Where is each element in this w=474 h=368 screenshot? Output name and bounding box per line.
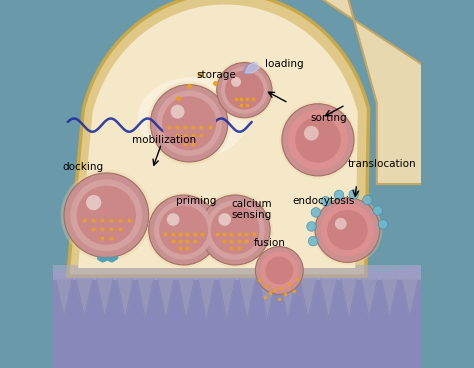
Polygon shape xyxy=(137,280,154,318)
Polygon shape xyxy=(402,280,418,317)
Circle shape xyxy=(321,197,330,206)
Circle shape xyxy=(167,213,180,226)
Circle shape xyxy=(260,251,299,290)
Polygon shape xyxy=(341,280,357,318)
Text: priming: priming xyxy=(176,195,217,206)
Circle shape xyxy=(335,218,346,230)
Circle shape xyxy=(363,195,372,205)
Text: sorting: sorting xyxy=(310,113,347,123)
Circle shape xyxy=(255,247,303,294)
Circle shape xyxy=(210,205,260,255)
Polygon shape xyxy=(56,280,72,317)
Circle shape xyxy=(304,126,319,141)
Circle shape xyxy=(307,222,316,231)
Text: docking: docking xyxy=(62,162,103,173)
Circle shape xyxy=(327,210,368,250)
Circle shape xyxy=(197,192,273,268)
Polygon shape xyxy=(259,280,275,319)
Circle shape xyxy=(311,208,321,217)
Polygon shape xyxy=(300,280,316,319)
Text: calcium
sensing: calcium sensing xyxy=(231,199,272,220)
Ellipse shape xyxy=(137,77,248,158)
Circle shape xyxy=(315,198,380,262)
Text: storage: storage xyxy=(197,70,236,81)
Circle shape xyxy=(295,117,341,163)
Polygon shape xyxy=(382,280,398,317)
Polygon shape xyxy=(318,0,425,184)
Polygon shape xyxy=(243,63,257,74)
Polygon shape xyxy=(49,265,425,280)
Polygon shape xyxy=(361,280,377,318)
Polygon shape xyxy=(68,0,369,276)
Circle shape xyxy=(146,192,221,268)
Circle shape xyxy=(279,101,356,178)
Polygon shape xyxy=(199,280,215,319)
Polygon shape xyxy=(320,280,337,318)
Circle shape xyxy=(149,195,219,265)
Polygon shape xyxy=(117,280,133,318)
Circle shape xyxy=(349,190,358,199)
Circle shape xyxy=(215,60,274,120)
Text: mobilization: mobilization xyxy=(132,135,196,145)
Circle shape xyxy=(162,96,216,150)
Polygon shape xyxy=(280,280,296,319)
Circle shape xyxy=(288,110,348,170)
Circle shape xyxy=(86,195,101,210)
Circle shape xyxy=(205,200,265,260)
Circle shape xyxy=(312,195,383,265)
Polygon shape xyxy=(97,280,113,318)
Text: endocytosis: endocytosis xyxy=(292,195,355,206)
Circle shape xyxy=(225,71,264,110)
Circle shape xyxy=(70,179,142,251)
Circle shape xyxy=(282,104,354,176)
Circle shape xyxy=(147,82,231,165)
Polygon shape xyxy=(178,280,194,319)
Polygon shape xyxy=(219,280,235,320)
Text: translocation: translocation xyxy=(347,159,416,169)
Circle shape xyxy=(64,173,149,258)
Circle shape xyxy=(200,195,270,265)
Polygon shape xyxy=(158,280,174,319)
Circle shape xyxy=(159,205,208,255)
Circle shape xyxy=(61,170,152,261)
Circle shape xyxy=(221,67,268,114)
Circle shape xyxy=(265,256,293,284)
Circle shape xyxy=(231,77,241,87)
Circle shape xyxy=(308,236,318,246)
Circle shape xyxy=(154,200,213,260)
Circle shape xyxy=(217,63,272,118)
Circle shape xyxy=(151,85,228,162)
Polygon shape xyxy=(245,62,260,73)
Circle shape xyxy=(219,213,231,226)
Circle shape xyxy=(77,185,136,245)
Polygon shape xyxy=(78,4,358,268)
Circle shape xyxy=(321,204,374,256)
Circle shape xyxy=(156,91,222,156)
Text: fusion: fusion xyxy=(254,238,285,248)
Circle shape xyxy=(334,190,344,200)
Polygon shape xyxy=(76,280,92,317)
Text: loading: loading xyxy=(264,59,303,70)
Circle shape xyxy=(378,220,388,229)
Polygon shape xyxy=(49,265,425,368)
Polygon shape xyxy=(239,280,255,320)
Circle shape xyxy=(171,105,184,118)
Circle shape xyxy=(373,206,383,215)
